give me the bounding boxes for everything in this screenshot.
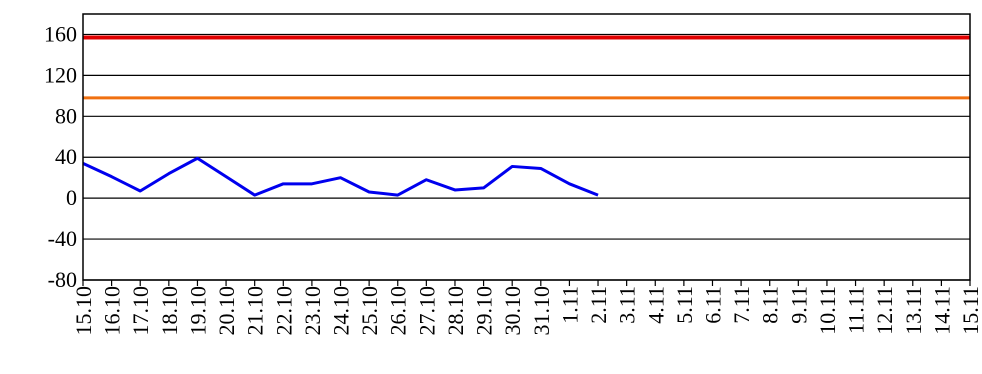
x-tick-label: 21.10 xyxy=(243,286,268,336)
x-tick-label: 2.11 xyxy=(586,286,611,324)
y-tick-label: 40 xyxy=(55,144,77,169)
x-tick-label: 10.11 xyxy=(815,286,840,335)
x-tick-label: 31.10 xyxy=(529,286,554,336)
x-tick-label: 4.11 xyxy=(643,286,668,324)
y-tick-label: 80 xyxy=(55,103,77,128)
x-tick-label: 22.10 xyxy=(271,286,296,336)
x-tick-label: 26.10 xyxy=(386,286,411,336)
x-tick-label: 29.10 xyxy=(472,286,497,336)
x-tick-label: 9.11 xyxy=(786,286,811,324)
x-tick-label: 19.10 xyxy=(185,286,210,336)
x-tick-label: 20.10 xyxy=(214,286,239,336)
x-tick-label: 23.10 xyxy=(300,286,325,336)
x-tick-label: 25.10 xyxy=(357,286,382,336)
x-tick-label: 14.11 xyxy=(929,286,954,335)
x-tick-label: 11.11 xyxy=(844,286,869,334)
x-tick-label: 6.11 xyxy=(700,286,725,324)
x-tick-label: 7.11 xyxy=(729,286,754,324)
x-tick-label: 1.11 xyxy=(557,286,582,324)
plot-border xyxy=(82,13,971,281)
x-tick-label: 5.11 xyxy=(672,286,697,324)
x-tick-label: 12.11 xyxy=(872,286,897,335)
x-tick-label: 24.10 xyxy=(329,286,354,336)
y-tick-label: 120 xyxy=(44,62,77,87)
x-tick-label: 30.10 xyxy=(500,286,525,336)
y-tick-label: 160 xyxy=(44,21,77,46)
x-tick-label: 13.11 xyxy=(901,286,926,335)
y-tick-label: -40 xyxy=(48,226,77,251)
y-tick-label: 0 xyxy=(66,185,77,210)
y-tick-label: -80 xyxy=(48,267,77,292)
x-tick-label: 18.10 xyxy=(157,286,182,336)
x-tick-label: 15.10 xyxy=(71,286,96,336)
x-tick-label: 28.10 xyxy=(443,286,468,336)
x-tick-label: 27.10 xyxy=(414,286,439,336)
x-tick-label: 3.11 xyxy=(615,286,640,324)
x-tick-label: 15.11 xyxy=(958,286,982,335)
x-tick-label: 8.11 xyxy=(758,286,783,324)
x-tick-label: 16.10 xyxy=(100,286,125,336)
x-tick-label: 17.10 xyxy=(128,286,153,336)
line-series xyxy=(82,156,599,197)
